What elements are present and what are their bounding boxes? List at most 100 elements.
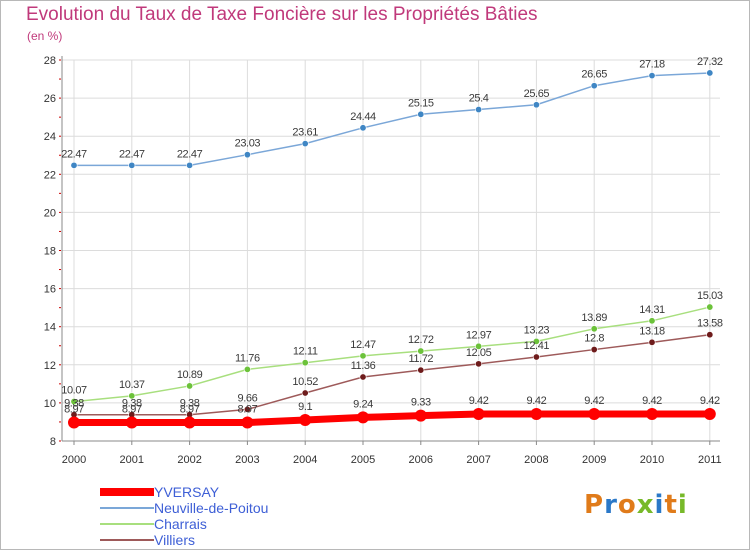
point-villiers-2006 bbox=[417, 366, 425, 374]
series-line-villiers bbox=[73, 333, 711, 416]
data-label-yversay-2003: 8.97 bbox=[237, 404, 257, 416]
series-line-neuville-de-poitou bbox=[73, 72, 711, 167]
logo-letter: o bbox=[617, 490, 637, 520]
point-neuville-de-poitou-2001 bbox=[128, 161, 136, 169]
data-label-charrais-2009: 13.89 bbox=[581, 312, 607, 324]
y-tick-label-28: 28 bbox=[44, 55, 56, 67]
x-tick-label-2006: 2006 bbox=[409, 454, 433, 466]
data-label-neuville-de-poitou-2007: 25.4 bbox=[469, 93, 489, 105]
legend-label-neuville-de-poitou: Neuville-de-Poitou bbox=[154, 500, 269, 516]
data-label-yversay-2001: 8.97 bbox=[122, 404, 142, 416]
data-label-yversay-2004: 9.1 bbox=[298, 401, 312, 413]
legend-label-yversay: YVERSAY bbox=[154, 484, 220, 500]
data-label-charrais-2011: 15.03 bbox=[697, 290, 723, 302]
point-villiers-2010 bbox=[648, 338, 656, 346]
grid-layer bbox=[62, 59, 720, 442]
x-tick-label-2011: 2011 bbox=[698, 454, 722, 466]
x-tick-label-2000: 2000 bbox=[62, 454, 86, 466]
data-label-neuville-de-poitou-2010: 27.18 bbox=[639, 59, 665, 71]
x-tick-label-2002: 2002 bbox=[177, 454, 201, 466]
logo-letter: x bbox=[636, 490, 655, 520]
y-tick-label-18: 18 bbox=[44, 246, 56, 258]
data-label-villiers-2009: 12.8 bbox=[584, 333, 604, 345]
series-line-charrais bbox=[73, 306, 711, 403]
point-neuville-de-poitou-2010 bbox=[648, 72, 656, 80]
data-label-villiers-2004: 10.52 bbox=[292, 376, 318, 388]
data-label-charrais-2010: 14.31 bbox=[639, 304, 665, 316]
point-neuville-de-poitou-2000 bbox=[70, 161, 78, 169]
data-label-yversay-2006: 9.33 bbox=[411, 397, 431, 409]
data-label-neuville-de-poitou-2004: 23.61 bbox=[292, 127, 318, 139]
data-label-villiers-2011: 13.58 bbox=[697, 318, 723, 330]
point-villiers-2007 bbox=[475, 360, 483, 368]
data-label-charrais-2004: 12.11 bbox=[293, 346, 318, 358]
data-label-villiers-2008: 12.41 bbox=[524, 340, 550, 352]
point-yversay-2011 bbox=[703, 407, 716, 420]
point-neuville-de-poitou-2005 bbox=[359, 124, 367, 132]
axis-layer: 8 10 12 14 16 18 20 22 24 26 28 2000 2001 2002 2003 200… bbox=[44, 55, 722, 466]
data-label-villiers-2006: 11.72 bbox=[408, 353, 433, 365]
data-label-yversay-2002: 8.97 bbox=[180, 404, 200, 416]
point-neuville-de-poitou-2004 bbox=[301, 140, 309, 148]
point-neuville-de-poitou-2002 bbox=[186, 161, 194, 169]
legend-label-villiers: Villiers bbox=[154, 532, 195, 548]
unit-label: (en %) bbox=[27, 29, 63, 43]
point-yversay-2001 bbox=[125, 416, 138, 429]
logo-letter: i bbox=[677, 490, 688, 520]
point-charrais-2001 bbox=[128, 392, 136, 400]
data-label-villiers-2007: 12.05 bbox=[466, 347, 492, 359]
point-neuville-de-poitou-2008 bbox=[532, 101, 540, 109]
data-label-charrais-2000: 10.07 bbox=[61, 385, 87, 397]
point-charrais-2000 bbox=[70, 398, 78, 406]
data-label-neuville-de-poitou-2009: 26.65 bbox=[581, 69, 607, 81]
data-label-neuville-de-poitou-2002: 22.47 bbox=[177, 148, 203, 160]
data-label-yversay-2000: 8.97 bbox=[64, 404, 84, 416]
data-label-charrais-2002: 10.89 bbox=[177, 369, 203, 381]
data-label-neuville-de-poitou-2000: 22.47 bbox=[61, 148, 87, 160]
point-yversay-2004 bbox=[299, 414, 312, 427]
point-yversay-2005 bbox=[357, 411, 369, 424]
y-tick-label-26: 26 bbox=[44, 93, 56, 105]
point-yversay-2006 bbox=[414, 409, 427, 422]
data-label-charrais-2003: 11.76 bbox=[235, 352, 260, 364]
point-yversay-2009 bbox=[588, 407, 601, 420]
y-tick-label-22: 22 bbox=[44, 169, 56, 181]
y-tick-label-12: 12 bbox=[44, 360, 56, 372]
y-tick-label-14: 14 bbox=[44, 322, 56, 334]
proxiti-logo: Proxiti bbox=[584, 490, 688, 520]
point-villiers-2005 bbox=[359, 373, 367, 381]
point-neuville-de-poitou-2009 bbox=[590, 82, 598, 90]
series-layer bbox=[68, 69, 716, 429]
data-label-villiers-2003: 9.66 bbox=[237, 392, 257, 404]
logo-letter: P bbox=[584, 490, 605, 520]
data-label-yversay-2007: 9.42 bbox=[469, 395, 489, 407]
data-label-yversay-2008: 9.42 bbox=[526, 395, 546, 407]
point-charrais-2011 bbox=[706, 303, 714, 311]
point-villiers-2009 bbox=[590, 346, 598, 354]
point-neuville-de-poitou-2011 bbox=[706, 69, 714, 77]
point-villiers-2003 bbox=[243, 405, 251, 413]
x-tick-label-2001: 2001 bbox=[120, 454, 144, 466]
x-tick-label-2003: 2003 bbox=[235, 454, 259, 466]
point-charrais-2008 bbox=[532, 337, 540, 345]
point-charrais-2009 bbox=[590, 325, 598, 333]
chart-title: Evolution du Taux de Taxe Foncière sur l… bbox=[26, 4, 538, 25]
point-yversay-2007 bbox=[472, 407, 485, 420]
legend-label-charrais: Charrais bbox=[154, 516, 207, 532]
point-charrais-2004 bbox=[301, 359, 309, 367]
point-charrais-2003 bbox=[243, 365, 251, 373]
data-label-charrais-2006: 12.72 bbox=[408, 334, 434, 346]
data-label-neuville-de-poitou-2001: 22.47 bbox=[119, 148, 145, 160]
data-label-neuville-de-poitou-2011: 27.32 bbox=[697, 56, 723, 68]
logo-letter: r bbox=[604, 490, 618, 520]
data-label-charrais-2007: 12.97 bbox=[466, 329, 492, 341]
data-label-villiers-2010: 13.18 bbox=[639, 325, 665, 337]
data-label-neuville-de-poitou-2003: 23.03 bbox=[235, 138, 261, 150]
data-label-layer: 8.97 8.97 8.97 8.97 9.1 9.24 9.33 9.42 9.42 9.42 9… bbox=[61, 56, 723, 416]
x-tick-label-2004: 2004 bbox=[293, 454, 317, 466]
legend-swatch-charrais bbox=[100, 523, 154, 525]
legend-swatch-villiers bbox=[100, 539, 154, 541]
data-label-yversay-2005: 9.24 bbox=[353, 398, 373, 410]
point-yversay-2008 bbox=[530, 407, 543, 420]
